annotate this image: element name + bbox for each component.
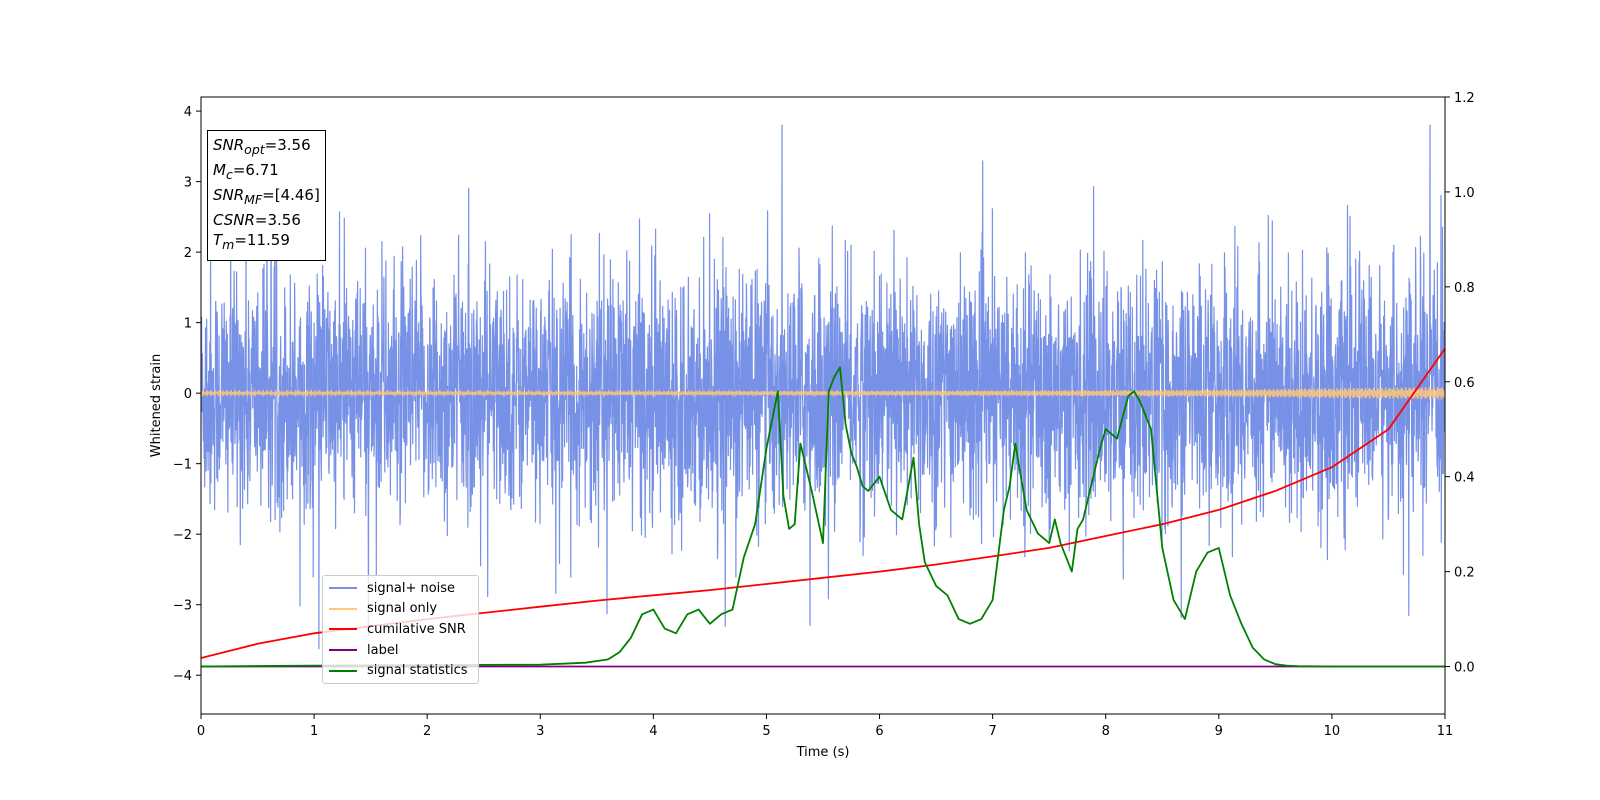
y-right-tick-label: 0.0 bbox=[1454, 661, 1475, 676]
legend-swatch bbox=[329, 587, 357, 590]
series-line-signal-statistics bbox=[201, 366, 1445, 668]
tm-value: =11.59 bbox=[234, 231, 290, 249]
y-right-tick-label: 0.6 bbox=[1454, 376, 1475, 391]
y-left-tick-label: −3 bbox=[173, 599, 192, 614]
y-left-tick-label: −2 bbox=[173, 528, 192, 543]
legend-item: label bbox=[323, 640, 478, 661]
legend-item: signal statistics bbox=[323, 660, 478, 681]
y-left-tick-label: −4 bbox=[173, 669, 192, 684]
x-tick-label: 2 bbox=[423, 724, 431, 739]
x-tick-label: 4 bbox=[649, 724, 657, 739]
y-axis-label: Whitened strain bbox=[149, 354, 164, 457]
legend-swatch bbox=[329, 628, 357, 631]
y-left-tick-label: 4 bbox=[184, 105, 192, 120]
x-tick-label: 7 bbox=[988, 724, 996, 739]
snr-info-box: SNRopt=3.56 Mc=6.71 SNRMF=[4.46] CSNR=3.… bbox=[207, 130, 326, 261]
y-left-tick-label: 0 bbox=[184, 387, 192, 402]
x-tick-label: 11 bbox=[1437, 724, 1454, 739]
legend-label: cumilative SNR bbox=[367, 621, 466, 637]
legend-label: label bbox=[367, 642, 399, 658]
x-tick-label: 10 bbox=[1324, 724, 1341, 739]
y-left-tick-label: −1 bbox=[173, 458, 192, 473]
x-axis-label: Time (s) bbox=[796, 745, 850, 760]
csnr-value: =3.56 bbox=[254, 211, 301, 229]
x-tick-label: 6 bbox=[875, 724, 883, 739]
x-tick-label: 3 bbox=[536, 724, 544, 739]
y-right-tick-label: 0.2 bbox=[1454, 566, 1475, 581]
x-tick-label: 0 bbox=[197, 724, 205, 739]
tm-subscript: m bbox=[222, 237, 235, 252]
legend: signal+ noise signal only cumilative SNR la… bbox=[322, 575, 479, 684]
mc-subscript: c bbox=[225, 167, 233, 182]
axes: 0 1 2 3 4 5 6 7 8 9 10 11 −4 −3 −2 −1 0 1 2 3 4 0.0 0.2 0.4 0.6 0… bbox=[173, 91, 1475, 739]
legend-swatch bbox=[329, 649, 357, 652]
legend-swatch bbox=[329, 607, 357, 610]
legend-label: signal statistics bbox=[367, 663, 468, 679]
tm-line: Tm=11.59 bbox=[213, 230, 320, 255]
mc-symbol: M bbox=[213, 161, 226, 179]
y-left-tick-label: 2 bbox=[184, 246, 192, 261]
y-right-tick-label: 0.8 bbox=[1454, 281, 1475, 296]
csnr-line: CSNR=3.56 bbox=[213, 210, 320, 230]
series-line-signal-only bbox=[201, 386, 1445, 400]
mc-line: Mc=6.71 bbox=[213, 160, 320, 185]
legend-label: signal+ noise bbox=[367, 580, 456, 596]
snr-mf-value: =[4.46] bbox=[262, 186, 320, 204]
y-left-tick-label: 1 bbox=[184, 317, 192, 332]
legend-item: signal+ noise bbox=[323, 578, 478, 599]
legend-label: signal only bbox=[367, 601, 438, 617]
legend-swatch bbox=[329, 669, 357, 672]
x-tick-label: 5 bbox=[762, 724, 770, 739]
legend-item: signal only bbox=[323, 599, 478, 620]
snr-opt-value: =3.56 bbox=[264, 136, 311, 154]
snr-mf-symbol: SNR bbox=[213, 186, 245, 204]
x-tick-label: 1 bbox=[310, 724, 318, 739]
snr-opt-subscript: opt bbox=[244, 142, 265, 157]
axes-frame bbox=[200, 96, 1446, 715]
mc-value: =6.71 bbox=[232, 161, 279, 179]
snr-mf-line: SNRMF=[4.46] bbox=[213, 185, 320, 210]
x-tick-label: 8 bbox=[1102, 724, 1110, 739]
snr-opt-line: SNRopt=3.56 bbox=[213, 135, 320, 160]
legend-item: cumilative SNR bbox=[323, 619, 478, 640]
tm-symbol: T bbox=[213, 231, 223, 249]
csnr-symbol: CSNR bbox=[213, 211, 255, 229]
series-line-signal-noise bbox=[201, 124, 1445, 650]
y-right-tick-label: 1.0 bbox=[1454, 186, 1475, 201]
snr-opt-symbol: SNR bbox=[213, 136, 245, 154]
y-right-tick-label: 0.4 bbox=[1454, 471, 1475, 486]
y-left-tick-label: 3 bbox=[184, 176, 192, 191]
snr-mf-subscript: MF bbox=[244, 192, 263, 207]
x-tick-label: 9 bbox=[1215, 724, 1223, 739]
y-right-tick-label: 1.2 bbox=[1454, 91, 1475, 106]
